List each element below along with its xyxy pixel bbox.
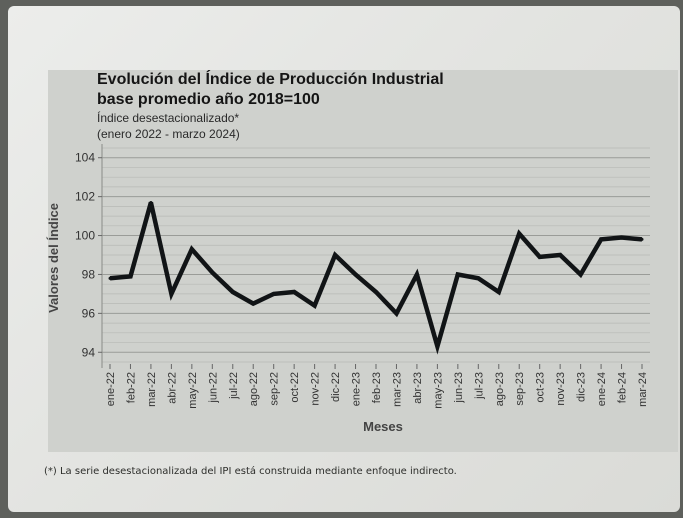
data-point (333, 253, 337, 257)
chart-subtitle: Índice desestacionalizado* (97, 110, 239, 125)
x-tick-label: ene-22 (105, 372, 117, 406)
x-tick-label: abr-23 (412, 372, 424, 404)
x-tick-label: mar-24 (637, 372, 649, 407)
x-axis-label: Meses (363, 419, 403, 434)
data-point (415, 272, 419, 276)
x-tick-label: feb-23 (371, 372, 383, 403)
data-point (579, 272, 583, 276)
x-tick-label: oct-22 (289, 372, 301, 403)
data-point (231, 290, 235, 294)
x-tick-label: oct-23 (535, 372, 547, 403)
photo-page (8, 6, 680, 512)
x-tick-label: mar-22 (146, 372, 158, 407)
y-tick-label: 98 (82, 267, 96, 281)
data-point (599, 237, 603, 241)
y-tick-label: 96 (82, 306, 96, 320)
data-point (149, 200, 153, 204)
x-tick-label: jul-23 (473, 372, 485, 400)
data-point (210, 271, 214, 275)
data-point (292, 290, 296, 294)
data-point (640, 237, 644, 241)
data-point (169, 292, 173, 296)
x-tick-label: ene-24 (596, 372, 608, 406)
data-point (435, 344, 439, 348)
data-point (374, 290, 378, 294)
y-tick-label: 100 (75, 229, 95, 243)
y-tick-label: 102 (75, 190, 95, 204)
data-point (354, 272, 358, 276)
data-point (517, 232, 521, 236)
x-tick-label: may-23 (432, 372, 444, 409)
y-tick-label: 104 (75, 151, 95, 165)
data-point (476, 276, 480, 280)
x-tick-label: mar-23 (391, 372, 403, 407)
chart-subtitle-line2: (enero 2022 - marzo 2024) (97, 127, 240, 141)
x-tick-label: jul-22 (228, 372, 240, 400)
data-point (108, 276, 112, 280)
data-point (128, 274, 132, 278)
x-tick-label: ene-23 (351, 372, 363, 406)
x-tick-label: feb-22 (125, 372, 137, 403)
footnote: (*) La serie desestacionalizada del IPI … (44, 466, 457, 477)
y-tick-label: 94 (82, 345, 96, 359)
data-point (456, 272, 460, 276)
x-tick-label: sep-22 (269, 372, 281, 406)
x-tick-label: abr-22 (166, 372, 178, 404)
data-point (272, 292, 276, 296)
data-point (558, 253, 562, 257)
data-point (251, 302, 255, 306)
x-tick-label: dic-22 (330, 372, 342, 402)
x-tick-label: dic-23 (576, 372, 588, 402)
data-point (394, 311, 398, 315)
x-tick-label: sep-23 (514, 372, 526, 406)
x-tick-label: jun-23 (453, 372, 465, 404)
x-tick-label: ago-22 (248, 372, 260, 406)
y-axis-label: Valores del Índice (46, 203, 61, 313)
chart-title: Evolución del Índice de Producción Indus… (97, 69, 444, 88)
x-tick-label: feb-24 (617, 372, 629, 403)
data-point (538, 255, 542, 259)
chart-title-line2: base promedio año 2018=100 (97, 91, 320, 108)
data-point (190, 247, 194, 251)
data-point (497, 290, 501, 294)
data-point (620, 235, 624, 239)
x-tick-label: jun-22 (207, 372, 219, 404)
x-tick-label: may-22 (187, 372, 199, 409)
x-tick-label: nov-22 (310, 372, 322, 406)
chart-panel (48, 70, 678, 452)
x-tick-label: nov-23 (555, 372, 567, 406)
data-point (313, 304, 317, 308)
x-tick-label: ago-23 (494, 372, 506, 406)
